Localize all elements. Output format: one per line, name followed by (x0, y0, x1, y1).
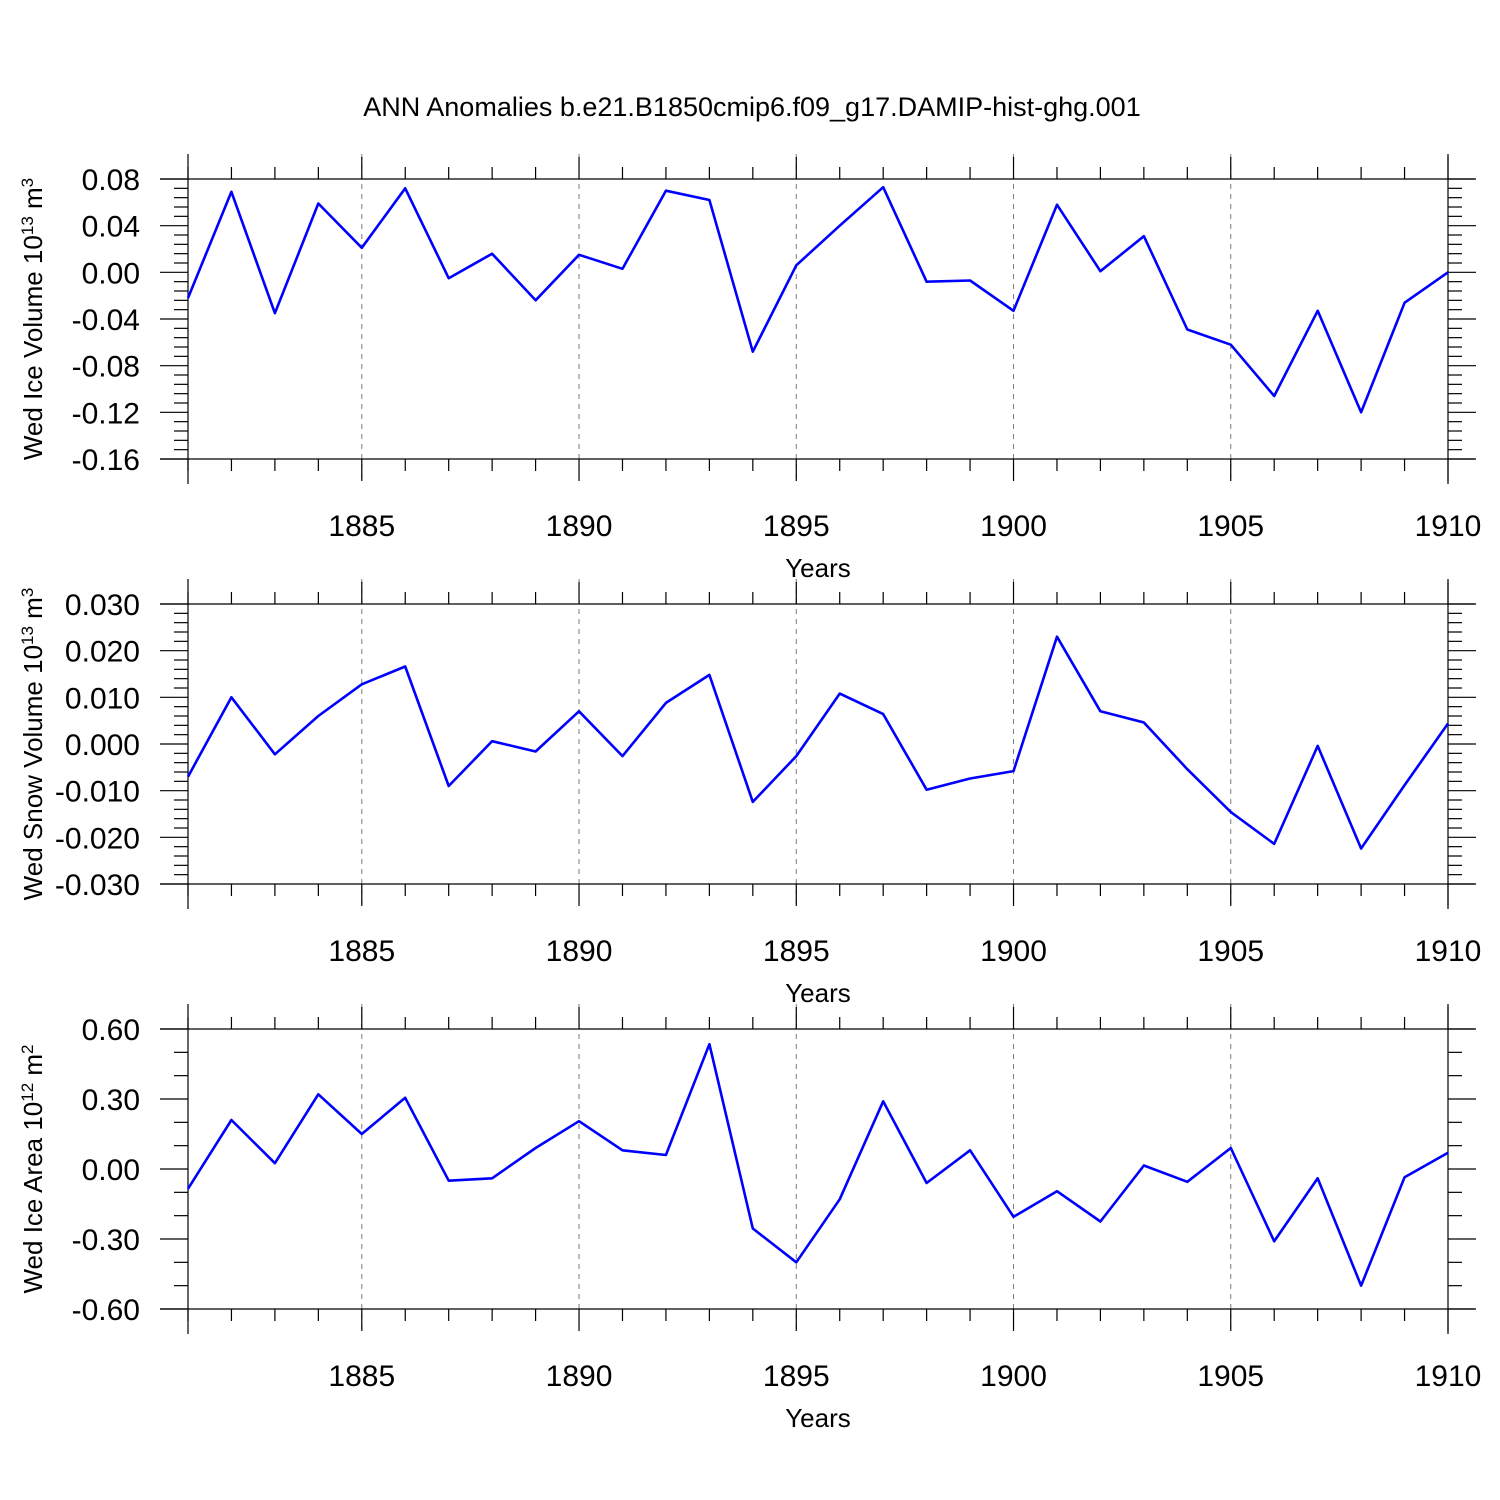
x-tick-label: 1905 (1197, 1360, 1264, 1393)
x-tick-label: 1895 (763, 935, 830, 968)
y-tick-label: 0.00 (82, 257, 140, 290)
x-tick-label: 1895 (763, 1360, 830, 1393)
y-axis-label-superscript: 3 (18, 178, 37, 187)
y-tick-label: 0.04 (82, 211, 140, 244)
x-tick-label: 1890 (546, 510, 613, 543)
chart-panel-1: -0.16 -0.12 -0.08 -0.04 0.00 0.04 0.08 1885 1890… (18, 154, 1482, 583)
x-axis-label: Years (785, 978, 851, 1008)
x-tick-label: 1890 (546, 1360, 613, 1393)
x-axis-label: Years (785, 553, 851, 583)
y-tick-label: -0.60 (72, 1294, 140, 1327)
x-tick-label: 1890 (546, 935, 613, 968)
y-tick-label: 0.30 (82, 1084, 140, 1117)
y-tick-label: 0.08 (82, 164, 140, 197)
y-axis-label-part: m (18, 597, 48, 626)
x-tick-label: 1910 (1415, 935, 1482, 968)
y-axis-label: Wed Ice Area 1012 m2 (18, 1044, 48, 1293)
y-axis-label-part: Wed Ice Area 10 (18, 1102, 48, 1294)
y-axis-label-superscript: 13 (18, 216, 37, 235)
y-tick-label: 0.000 (65, 729, 140, 762)
series-line (186, 185, 1449, 414)
x-tick-label: 1900 (980, 1360, 1047, 1393)
y-tick-label: 0.60 (82, 1014, 140, 1047)
series-line (186, 1042, 1449, 1287)
y-tick-label: -0.12 (72, 397, 140, 430)
series-line (186, 635, 1450, 850)
y-axis-label-superscript: 12 (18, 1083, 37, 1102)
y-tick-label: 0.020 (65, 636, 140, 669)
y-axis-label-part: m (18, 1054, 48, 1083)
chart-panel-2: -0.030 -0.020 -0.010 0.000 0.010 0.020 0.030 18… (18, 579, 1482, 1008)
x-tick-label: 1885 (328, 1360, 395, 1393)
x-tick-label: 1910 (1415, 1360, 1482, 1393)
y-axis-label-part: m (18, 187, 48, 216)
x-tick-label: 1885 (328, 935, 395, 968)
y-tick-label: 0.010 (65, 682, 140, 715)
y-tick-label: 0.030 (65, 589, 140, 622)
x-tick-label: 1910 (1415, 510, 1482, 543)
y-axis-label-part: Wed Snow Volume 10 (18, 645, 48, 900)
x-tick-label: 1905 (1197, 510, 1264, 543)
x-tick-label: 1895 (763, 510, 830, 543)
y-tick-label: -0.010 (55, 776, 140, 809)
y-axis-label-part: Wed Ice Volume 10 (18, 235, 48, 460)
y-axis-label: Wed Ice Volume 1013 m3 (18, 178, 48, 460)
x-axis-label: Years (785, 1403, 851, 1433)
x-tick-label: 1885 (328, 510, 395, 543)
y-tick-label: -0.30 (72, 1224, 140, 1257)
x-tick-label: 1905 (1197, 935, 1264, 968)
y-axis-label-superscript: 2 (18, 1044, 37, 1053)
y-tick-label: -0.16 (72, 444, 140, 477)
y-axis-label-superscript: 13 (18, 626, 37, 645)
x-tick-label: 1900 (980, 510, 1047, 543)
x-tick-label: 1900 (980, 935, 1047, 968)
y-axis-label-superscript: 3 (18, 588, 37, 597)
y-tick-label: 0.00 (82, 1154, 140, 1187)
y-axis-label: Wed Snow Volume 1013 m3 (18, 588, 48, 901)
figure-title: ANN Anomalies b.e21.B1850cmip6.f09_g17.D… (363, 92, 1140, 122)
y-tick-label: -0.030 (55, 869, 140, 902)
y-tick-label: -0.04 (72, 304, 140, 337)
y-tick-label: -0.08 (72, 351, 140, 384)
chart-panel-3: -0.60 -0.30 0.00 0.30 0.60 1885 1890 1895 1900 19… (18, 1004, 1482, 1433)
y-tick-label: -0.020 (55, 822, 140, 855)
